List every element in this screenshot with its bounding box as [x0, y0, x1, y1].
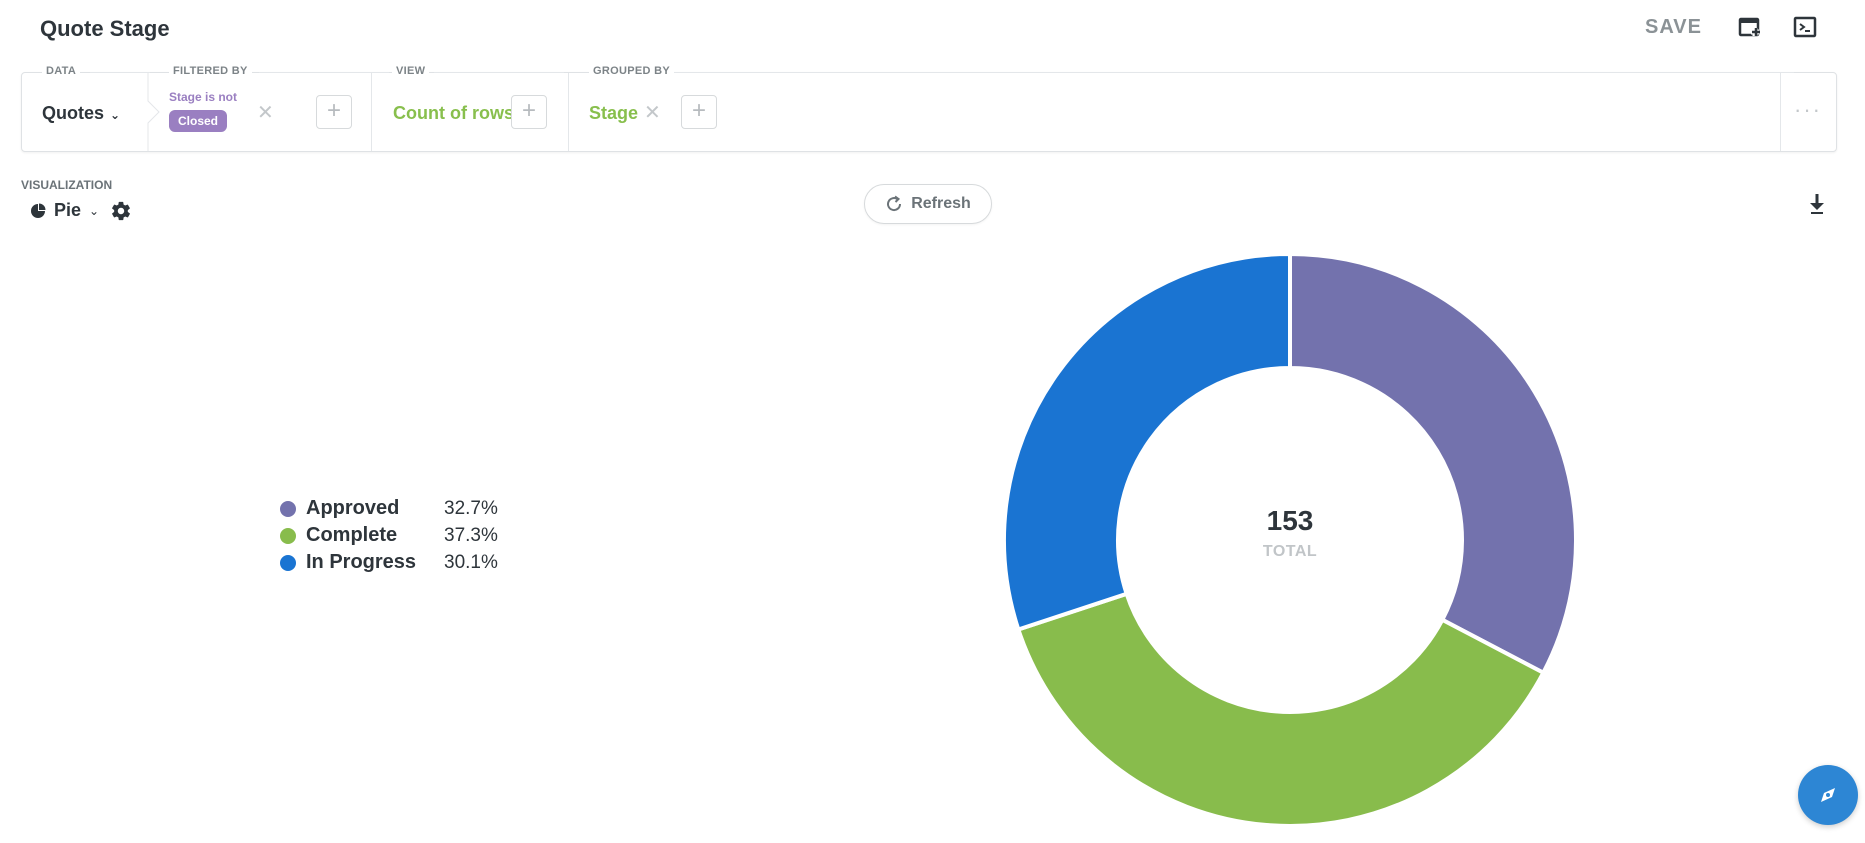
view-section-label: VIEW [392, 65, 430, 77]
refresh-label: Refresh [911, 195, 971, 212]
legend-item-name: In Progress [306, 551, 417, 573]
add-filter-button[interactable]: + [316, 95, 352, 129]
donut-chart: 153 TOTAL [1000, 250, 1580, 830]
donut-chart-svg [1002, 251, 1578, 828]
chevron-down-icon: ⌄ [89, 203, 100, 218]
legend-item[interactable]: Approved 32.7% [280, 495, 498, 522]
explore-button[interactable] [1798, 765, 1858, 825]
legend-dot [280, 500, 296, 517]
page-title: Quote Stage [40, 16, 170, 41]
download-icon[interactable] [1806, 192, 1828, 216]
chart-legend: Approved 32.7% Complete 37.3% In Progres… [280, 495, 498, 576]
data-section-label: DATA [42, 65, 81, 77]
group-by-field[interactable]: Stage [589, 103, 639, 123]
save-button[interactable]: SAVE [1645, 16, 1702, 38]
legend-item-name: Complete [306, 524, 398, 546]
visualization-type-select[interactable]: Pie ⌄ [30, 200, 99, 221]
legend-dot [280, 527, 296, 544]
visualization-type-value: Pie [54, 200, 82, 220]
legend-item[interactable]: In Progress 30.1% [280, 549, 498, 576]
refresh-icon [887, 195, 902, 212]
sql-editor-icon[interactable] [1792, 14, 1818, 40]
visualization-label: VISUALIZATION [21, 178, 113, 192]
data-source-value: Quotes [42, 103, 105, 123]
data-source-select[interactable]: Quotes ⌄ [42, 103, 120, 124]
legend-item-percent: 37.3% [444, 524, 498, 546]
donut-slice-in-progress[interactable] [1002, 251, 1292, 633]
filter-description[interactable]: Stage is not [169, 90, 238, 104]
donut-slice-approved[interactable] [1288, 251, 1578, 676]
refresh-button[interactable]: Refresh [864, 184, 992, 224]
gear-icon[interactable] [110, 200, 132, 222]
remove-grouping-icon[interactable]: ✕ [644, 102, 661, 124]
legend-item-percent: 32.7% [444, 497, 498, 519]
filter-value-pill[interactable]: Closed [169, 110, 228, 132]
legend-item-percent: 30.1% [444, 551, 498, 573]
add-to-dashboard-icon[interactable] [1737, 14, 1763, 40]
chevron-down-icon: ⌄ [110, 108, 121, 122]
filter-section-label: FILTERED BY [169, 65, 252, 77]
grouped-section-label: GROUPED BY [589, 65, 674, 77]
query-builder-bar: DATA Quotes ⌄ FILTERED BY Stage is not Cl… [21, 65, 1837, 152]
section-arrow-divider [147, 73, 160, 151]
chart-total-value: 153 [1266, 505, 1314, 536]
more-options-icon[interactable]: ··· [1794, 97, 1822, 122]
chart-total-label: TOTAL [1262, 543, 1318, 560]
pie-chart-icon [31, 203, 46, 218]
legend-item-name: Approved [306, 497, 400, 519]
legend-dot [280, 554, 296, 571]
view-metric[interactable]: Count of rows [393, 103, 514, 123]
donut-slice-complete[interactable] [1015, 591, 1547, 828]
add-metric-button[interactable]: + [511, 95, 547, 129]
add-grouping-button[interactable]: + [681, 95, 717, 129]
legend-item[interactable]: Complete 37.3% [280, 522, 498, 549]
remove-filter-icon[interactable]: ✕ [257, 102, 274, 124]
compass-icon [1821, 788, 1835, 802]
